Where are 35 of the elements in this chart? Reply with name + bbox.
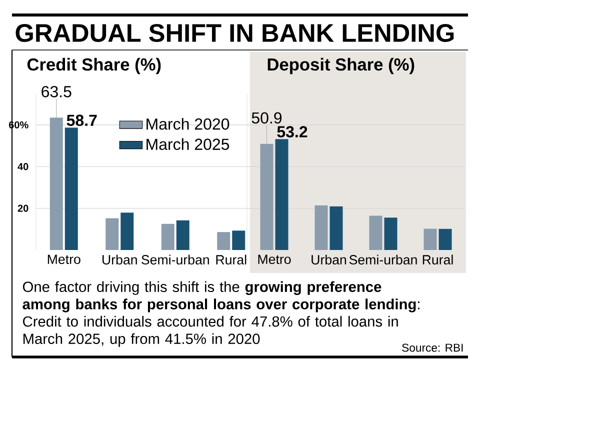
bar (120, 212, 134, 250)
bar (369, 216, 382, 250)
legend-label: March 2025 (146, 138, 230, 150)
data-label: 50.9 (252, 112, 282, 124)
y-tick-label: 20 (18, 204, 28, 212)
y-tick-label: 40 (18, 163, 28, 170)
data-label: 53.2 (277, 126, 308, 138)
x-tick-label: Metro (48, 254, 80, 264)
bar (217, 232, 230, 250)
bar (384, 218, 398, 250)
chart-subtitle: Deposit Share (%) (268, 58, 414, 74)
x-tick-label: Semi-urban (142, 254, 209, 264)
bar (424, 228, 437, 250)
bar (314, 205, 328, 250)
bar (106, 218, 119, 250)
bar (232, 230, 246, 250)
data-label: 63.5 (42, 86, 72, 98)
data-label: 58.7 (66, 114, 97, 126)
x-tick-label: Urban (312, 254, 346, 264)
x-tick-label: Urban (102, 254, 137, 264)
x-tick-label: Metro (258, 254, 291, 264)
bar (260, 144, 274, 250)
x-tick-label: Rural (216, 254, 246, 264)
x-tick-label: Semi-urban (349, 254, 417, 264)
bar (330, 206, 343, 250)
x-tick-label: Rural (422, 254, 453, 264)
chart-subtitle: Credit Share (%) (27, 58, 161, 74)
bar (176, 220, 190, 250)
bar (161, 224, 174, 250)
bar (438, 228, 452, 250)
legend-label: March 2020 (146, 118, 230, 130)
chart-title: GRADUAL SHIFT IN BANK LENDING (16, 24, 454, 42)
bar (50, 118, 63, 250)
bar (275, 139, 288, 250)
bar (64, 128, 78, 250)
